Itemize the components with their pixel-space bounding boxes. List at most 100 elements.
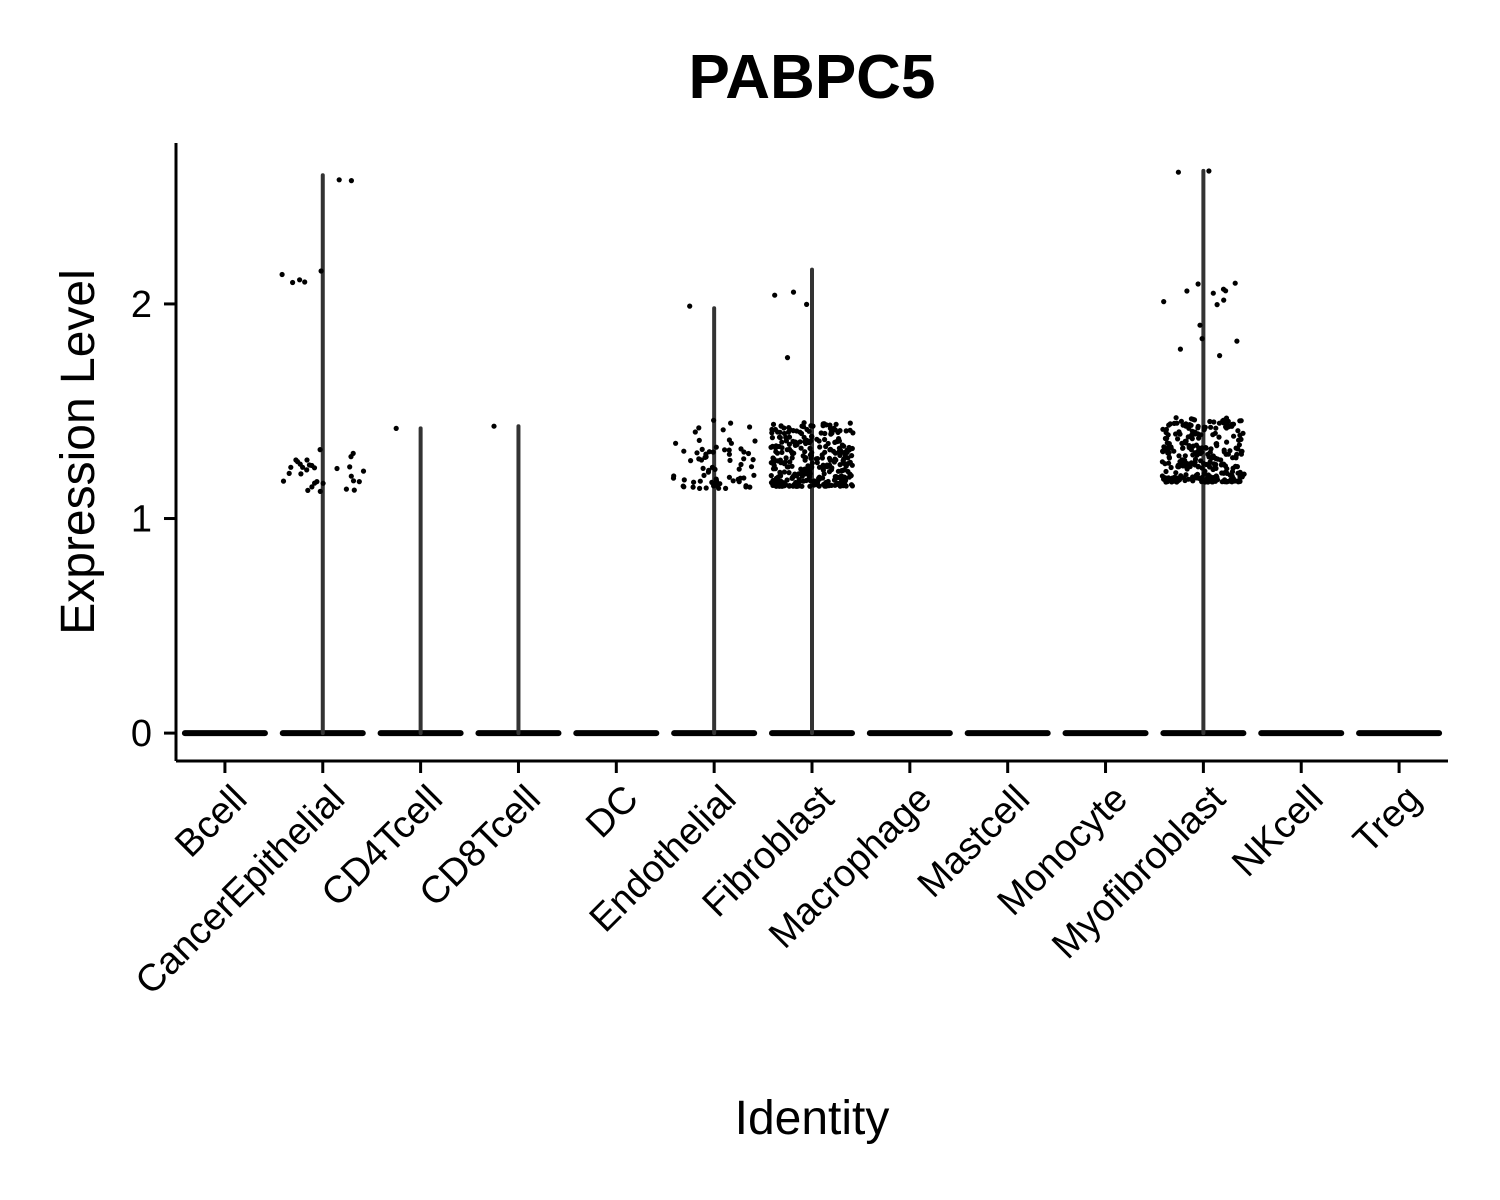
point-6-0-242 [769, 430, 775, 436]
point-6-0-214 [772, 426, 779, 433]
point-5-0-45 [728, 440, 735, 446]
point-10-0-200 [1235, 428, 1241, 434]
point-10-0-218 [1237, 478, 1243, 484]
point-6-0-159 [836, 438, 843, 444]
point-6-0-275 [796, 483, 802, 489]
point-5-0-53 [730, 478, 736, 484]
point-5-1-0 [687, 303, 693, 309]
point-10-1-7 [1197, 322, 1203, 328]
point-10-0-94 [1196, 435, 1202, 441]
point-6-0-56 [779, 449, 785, 455]
point-6-0-267 [773, 449, 779, 455]
point-10-0-277 [1214, 443, 1220, 449]
point-6-0-1 [770, 421, 777, 427]
point-10-0-222 [1203, 445, 1209, 451]
point-6-0-276 [783, 434, 789, 440]
point-1-2-0 [348, 178, 354, 184]
point-1-0-22 [348, 473, 354, 479]
point-6-0-107 [808, 438, 814, 444]
point-10-0-179 [1198, 458, 1204, 464]
point-1-0-20 [350, 478, 357, 484]
point-10-0-271 [1173, 415, 1179, 421]
point-10-0-182 [1213, 455, 1219, 462]
point-10-0-178 [1181, 475, 1187, 481]
point-1-0-3 [351, 487, 357, 493]
point-6-0-239 [828, 431, 834, 437]
point-5-0-58 [681, 477, 687, 483]
point-6-1-0 [784, 355, 791, 361]
point-10-1-6 [1214, 302, 1220, 308]
point-10-0-93 [1210, 432, 1216, 438]
point-5-0-60 [711, 483, 717, 489]
point-6-0-269 [825, 479, 831, 486]
point-5-0-44 [680, 483, 686, 489]
point-10-2-1 [1206, 168, 1212, 174]
point-10-2-0 [1175, 169, 1181, 175]
point-6-0-273 [837, 462, 843, 468]
point-10-0-24 [1235, 446, 1241, 452]
point-6-0-226 [798, 430, 805, 437]
x-tick-label-DC: DC [578, 778, 647, 847]
point-6-0-274 [779, 445, 785, 451]
point-5-0-30 [688, 458, 694, 464]
point-10-0-274 [1159, 459, 1165, 465]
point-10-0-260 [1199, 445, 1205, 451]
point-6-2-1 [804, 301, 810, 307]
point-10-0-167 [1222, 463, 1228, 469]
point-10-0-247 [1237, 469, 1243, 475]
point-10-0-263 [1175, 478, 1181, 484]
point-6-0-130 [789, 455, 795, 461]
point-1-1-2 [302, 279, 308, 285]
point-10-0-268 [1210, 477, 1216, 483]
point-10-1-5 [1210, 290, 1216, 296]
y-tick-label-0: 0 [131, 713, 152, 755]
point-6-0-289 [788, 448, 794, 455]
point-6-0-297 [820, 467, 827, 473]
point-10-0-262 [1228, 477, 1234, 483]
point-5-0-39 [709, 464, 716, 470]
point-5-0-3 [748, 464, 755, 470]
point-6-0-254 [782, 459, 788, 465]
point-1-0-27 [312, 480, 318, 486]
point-5-0-28 [745, 450, 752, 457]
point-5-0-52 [750, 457, 756, 463]
point-6-0-181 [778, 472, 784, 479]
point-10-0-164 [1166, 455, 1172, 461]
point-6-0-237 [802, 439, 808, 445]
point-10-0-105 [1208, 424, 1214, 430]
point-5-0-38 [696, 437, 702, 443]
point-5-0-67 [703, 454, 709, 460]
point-10-0-276 [1162, 435, 1168, 442]
point-6-0-191 [778, 423, 784, 429]
point-5-0-37 [738, 461, 744, 468]
x-tick-label-Bcell: Bcell [167, 778, 255, 866]
point-10-1-12 [1195, 281, 1201, 287]
point-5-0-57 [726, 447, 732, 453]
plot-marks [181, 168, 1443, 737]
point-6-2-0 [790, 289, 797, 295]
point-6-0-253 [824, 462, 830, 468]
point-6-0-225 [847, 459, 853, 465]
point-5-0-61 [700, 465, 706, 471]
point-1-1-4 [318, 268, 324, 274]
point-10-0-240 [1229, 421, 1235, 427]
point-6-0-235 [770, 477, 776, 484]
point-10-0-175 [1163, 468, 1169, 475]
point-10-0-270 [1175, 462, 1181, 468]
point-1-0-10 [317, 488, 323, 494]
point-10-0-156 [1178, 418, 1184, 424]
point-5-0-29 [681, 448, 687, 454]
point-10-0-237 [1233, 455, 1239, 461]
point-10-0-102 [1227, 448, 1233, 454]
point-10-0-176 [1209, 455, 1215, 461]
y-axis-title: Expression Level [52, 269, 105, 635]
point-10-0-253 [1193, 451, 1199, 457]
point-10-0-211 [1219, 479, 1225, 485]
point-10-0-255 [1207, 464, 1213, 470]
point-5-0-50 [751, 472, 757, 478]
point-6-0-295 [841, 474, 848, 480]
point-6-0-51 [848, 482, 855, 488]
point-10-0-233 [1227, 472, 1233, 478]
point-6-0-292 [833, 481, 840, 487]
point-5-0-20 [697, 485, 703, 491]
